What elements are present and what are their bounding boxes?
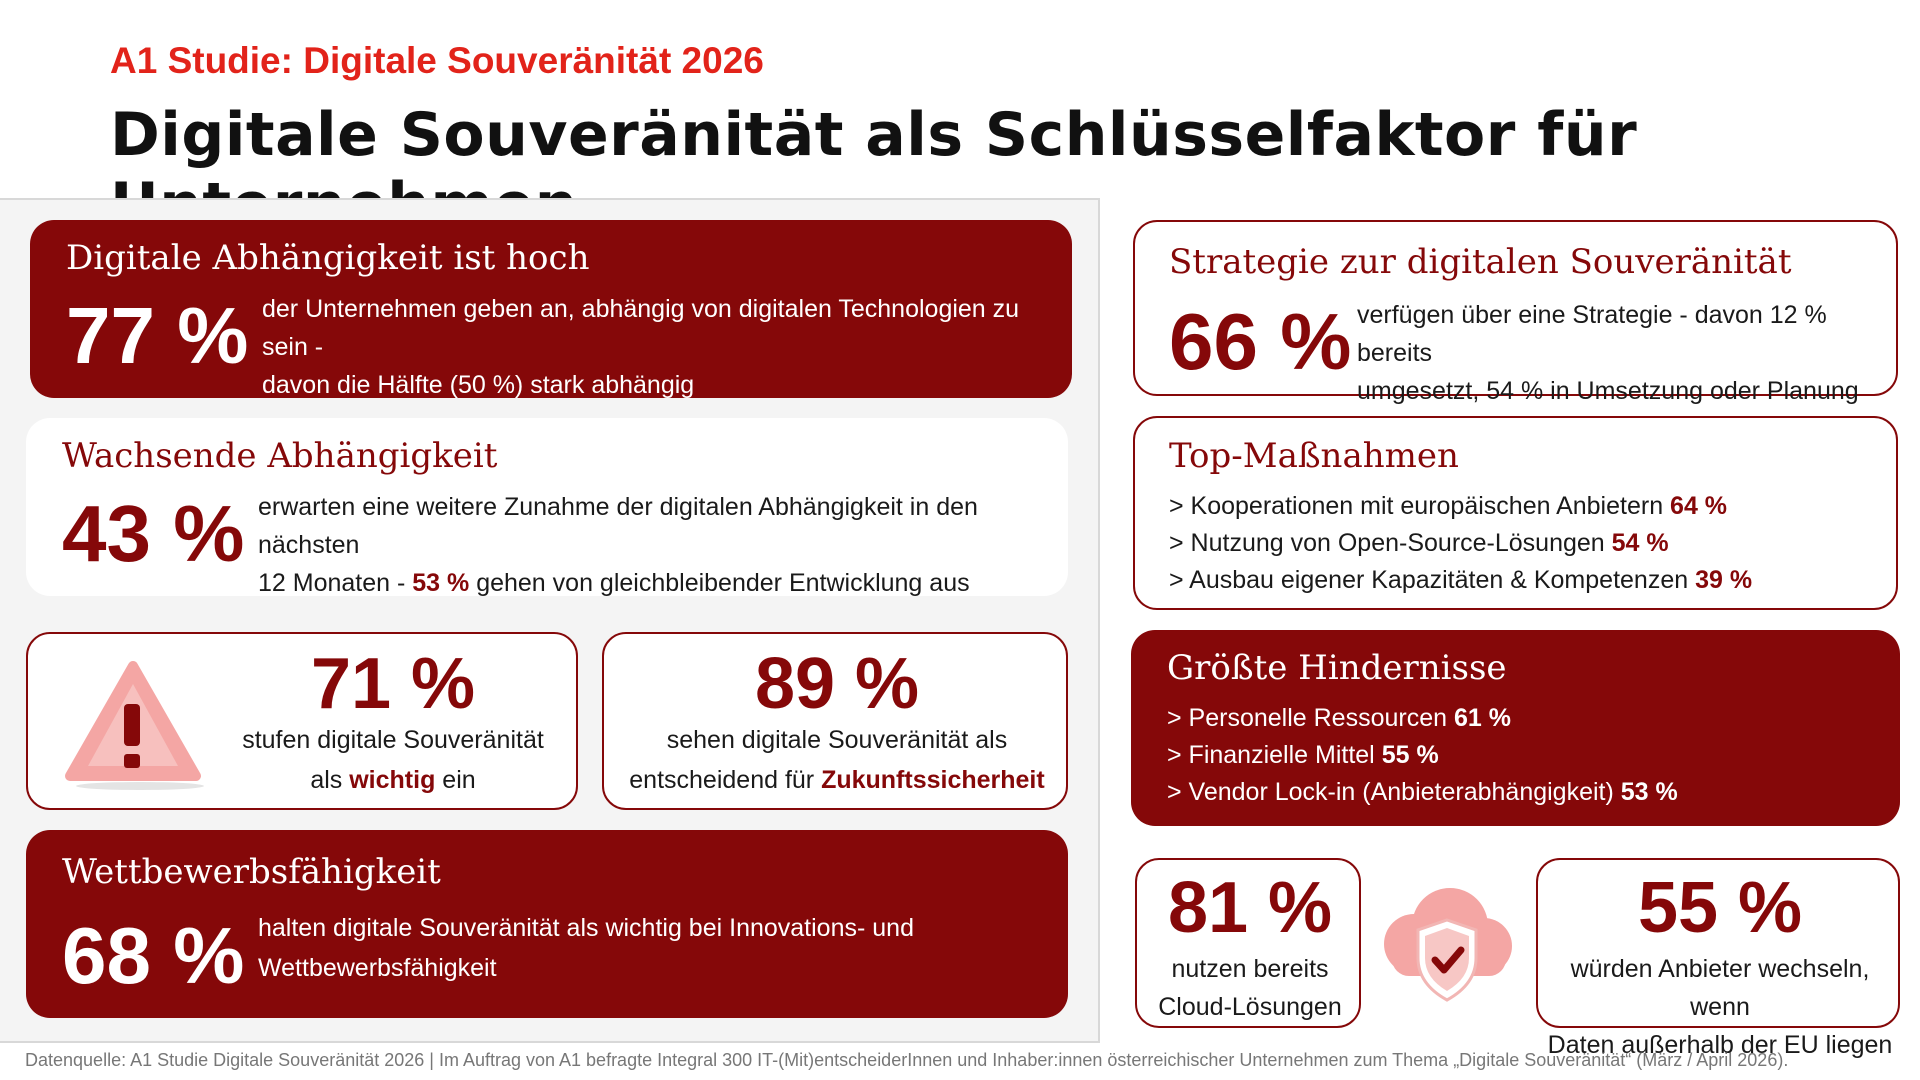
card-title: Strategie zur digitalen Souveränität bbox=[1169, 242, 1792, 282]
stat-description: der Unternehmen geben an, abhängig von d… bbox=[262, 295, 1020, 399]
card-future: 89 % sehen digitale Souveränität als ent… bbox=[602, 632, 1068, 810]
card-title: Wachsende Abhängigkeit bbox=[62, 436, 498, 476]
stat-description: stufen digitale Souveränität als wichtig… bbox=[242, 726, 544, 794]
measures-list: > Kooperationen mit europäischen Anbiete… bbox=[1169, 488, 1889, 599]
stat-description: halten digitale Souveränität als wichtig… bbox=[258, 914, 914, 982]
card-strategy: Strategie zur digitalen Souveränität 66 … bbox=[1133, 220, 1898, 405]
obstacles-list: > Personelle Ressourcen 61 % > Finanziel… bbox=[1167, 700, 1887, 811]
stat-value: 89 % bbox=[754, 644, 920, 724]
stat-value: 68 % bbox=[62, 911, 245, 1000]
stat-value: 43 % bbox=[62, 489, 245, 578]
data-source-footnote: Datenquelle: A1 Studie Digitale Souverän… bbox=[25, 1050, 1789, 1070]
card-title: Größte Hindernisse bbox=[1167, 648, 1507, 688]
list-item: > Kooperationen mit europäischen Anbiete… bbox=[1169, 492, 1728, 520]
study-supertitle: A1 Studie: Digitale Souveränität 2026 bbox=[110, 40, 764, 81]
card-title: Wettbewerbsfähigkeit bbox=[62, 852, 441, 892]
stat-value: 81 % bbox=[1167, 868, 1333, 948]
card-switch: 55 % würden Anbieter wechseln, wenn Date… bbox=[1536, 858, 1900, 1059]
left-panel: Digitale Abhängigkeit ist hoch 77 % der … bbox=[0, 198, 1100, 1043]
stat-description: sehen digitale Souveränität als entschei… bbox=[629, 726, 1045, 794]
stat-value: 71 % bbox=[310, 644, 476, 724]
list-item: > Finanzielle Mittel 55 % bbox=[1167, 741, 1439, 769]
list-item: > Ausbau eigener Kapazitäten & Kompetenz… bbox=[1169, 566, 1753, 594]
list-item: > Vendor Lock-in (Anbieterabhängigkeit) … bbox=[1167, 778, 1678, 806]
stat-value: 55 % bbox=[1637, 868, 1803, 948]
list-item: > Nutzung von Open-Source-Lösungen 54 % bbox=[1169, 529, 1669, 557]
stat-description: verfügen über eine Strategie - davon 12 … bbox=[1357, 301, 1859, 405]
stat-description: würden Anbieter wechseln, wenn Daten auß… bbox=[1547, 955, 1893, 1059]
card-cloud: 81 % nutzen bereits Cloud-Lösungen bbox=[1135, 858, 1361, 1028]
card-title: Digitale Abhängigkeit ist hoch bbox=[66, 238, 590, 278]
card-obstacles: Größte Hindernisse > Personelle Ressourc… bbox=[1131, 630, 1900, 826]
card-dependency: Digitale Abhängigkeit ist hoch 77 % der … bbox=[30, 220, 1072, 399]
card-growing: Wachsende Abhängigkeit 43 % erwarten ein… bbox=[26, 418, 1068, 597]
stat-value: 66 % bbox=[1169, 297, 1352, 386]
list-item: > Personelle Ressourcen 61 % bbox=[1167, 704, 1511, 732]
warning-triangle-icon bbox=[65, 661, 204, 790]
card-title: Top-Maßnahmen bbox=[1169, 436, 1459, 476]
card-competition: Wettbewerbsfähigkeit 68 % halten digital… bbox=[26, 830, 1068, 1018]
stat-description: erwarten eine weitere Zunahme der digita… bbox=[258, 493, 978, 597]
stat-value: 77 % bbox=[66, 291, 249, 380]
stat-description: nutzen bereits Cloud-Lösungen bbox=[1158, 955, 1342, 1021]
card-important: 71 % stufen digitale Souveränität als wi… bbox=[26, 632, 578, 810]
card-measures: Top-Maßnahmen > Kooperationen mit europä… bbox=[1133, 416, 1898, 610]
cloud-shield-check-icon bbox=[1384, 888, 1512, 1002]
